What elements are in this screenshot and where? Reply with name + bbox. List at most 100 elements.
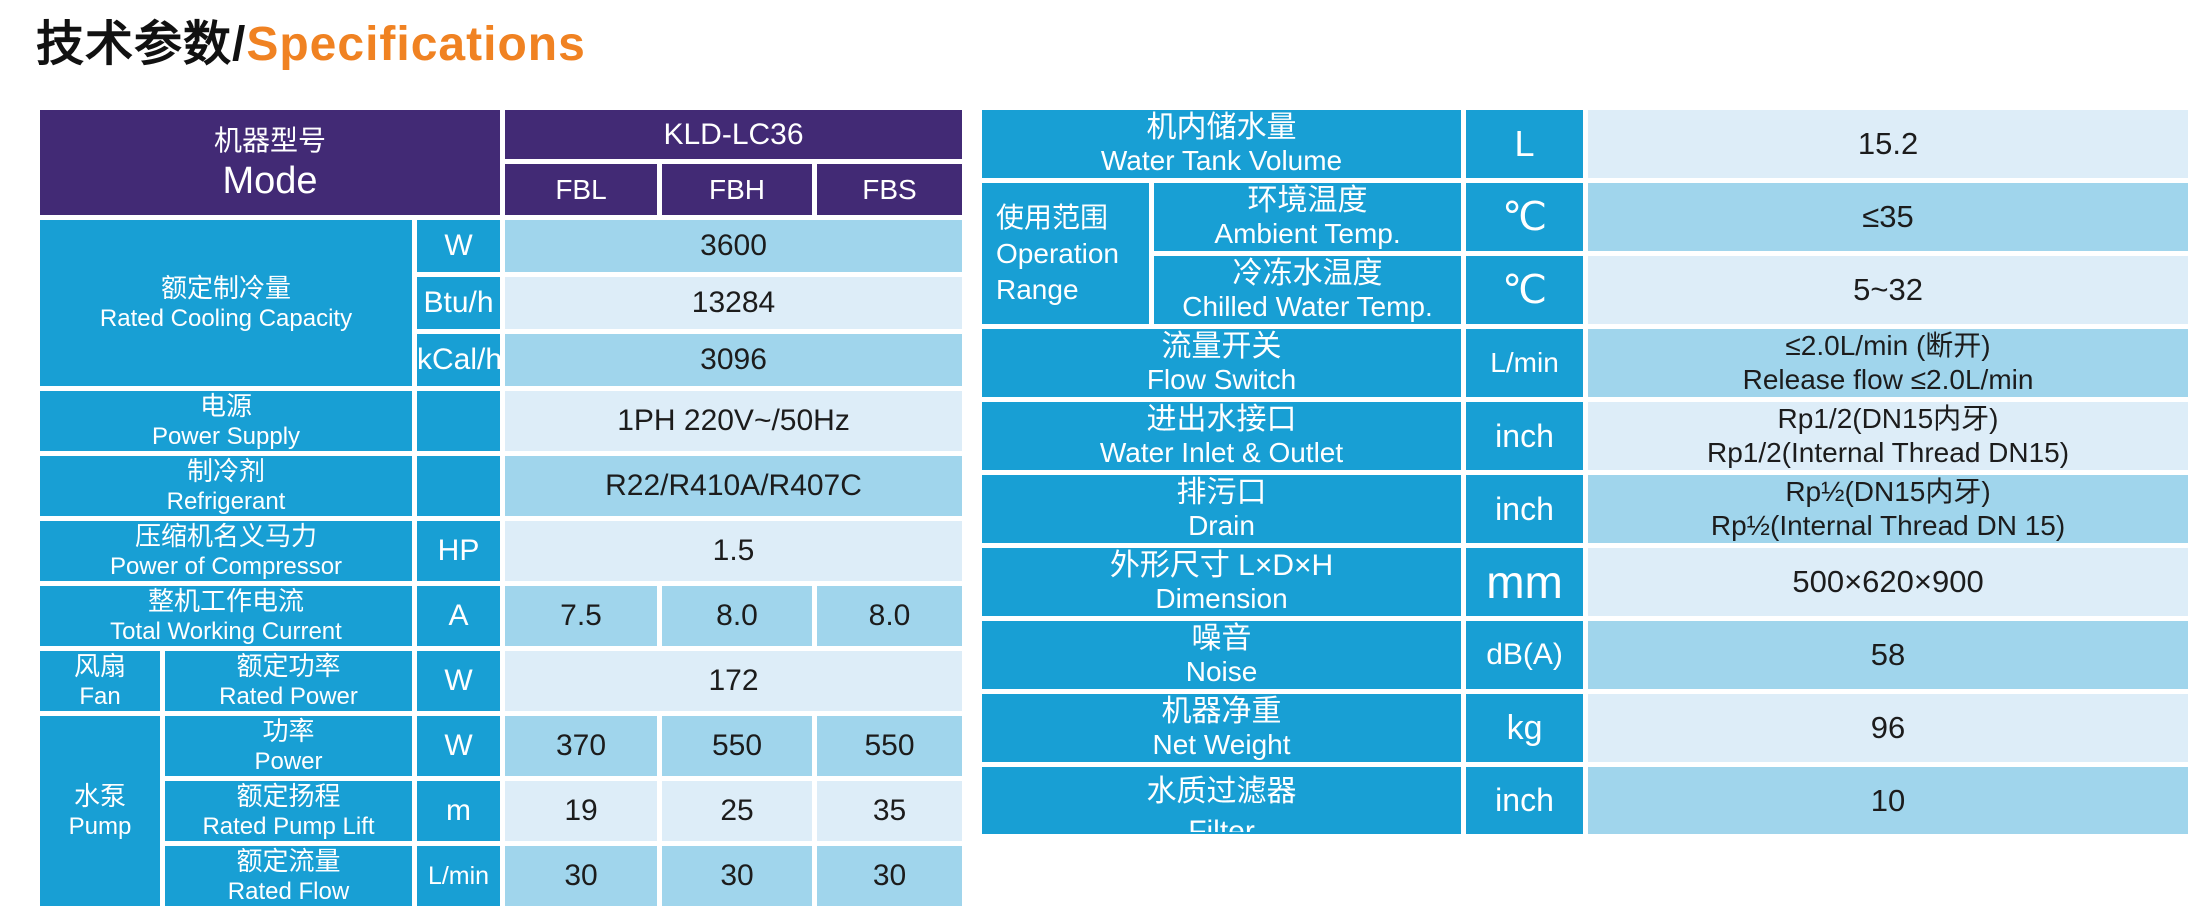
label-zh: 风扇 <box>73 651 126 682</box>
label-en: Chilled Water Temp. <box>1182 291 1433 322</box>
label-zh: 流量开关 <box>1161 330 1282 364</box>
table-row: 整机工作电流 Total Working Current A 7.5 8.0 8… <box>35 581 968 651</box>
label-zh: 水泵 <box>73 781 126 811</box>
unit-cell: Btu/h <box>411 272 506 334</box>
table-row: 制冷剂 Refrigerant R22/R410A/R407C <box>35 451 968 521</box>
unit-cell: kg <box>1461 689 1589 767</box>
title-english: Specifications <box>246 18 586 71</box>
unit-cell: L <box>1461 105 1589 183</box>
unit-cell: W <box>411 711 506 781</box>
spec-tables-container: 机器型号 Mode KLD-LC36 FBL FBH FBS 额定制冷量 Rat… <box>34 105 2194 911</box>
row-label-power-supply: 电源 Power Supply <box>35 386 417 456</box>
value-cell: Rp1/2(DN15内牙) Rp1/2(Internal Thread DN15… <box>1583 397 2194 475</box>
label-zh: 整机工作电流 <box>147 586 304 617</box>
table-row: 使用范围 Operation Range 环境温度 Ambient Temp. … <box>977 178 2194 329</box>
value-line-1: ≤2.0L/min (断开) <box>1785 330 1991 362</box>
label-en: Range <box>996 273 1079 305</box>
table-row: 机内储水量 Water Tank Volume L 15.2 <box>977 105 2194 183</box>
value-line-2: Release flow ≤2.0L/min <box>1742 364 2034 395</box>
label-zh: 额定制冷量 <box>160 273 291 303</box>
unit-cell: W <box>411 646 506 716</box>
unit-cell: ℃ <box>1461 251 1589 329</box>
table-row: 水泵 Pump 功率 Power W 370 550 550 <box>35 711 968 911</box>
label-zh: 额定流量 <box>236 846 341 877</box>
label-en: Rated Pump Lift <box>202 813 375 840</box>
variant-header-fbl: FBL <box>500 159 663 220</box>
value-cell: ≤35 <box>1583 178 2194 256</box>
unit-cell: L/min <box>411 841 506 911</box>
value-cell-fbh: 550 <box>657 711 818 781</box>
model-label-en: Mode <box>222 159 318 202</box>
label-zh: 压缩机名义马力 <box>134 521 317 552</box>
value-line-1: Rp½(DN15内牙) <box>1785 476 1991 508</box>
label-zh: 电源 <box>199 391 252 422</box>
label-en: Fan <box>79 683 121 710</box>
title-chinese: 技术参数/ <box>36 18 247 71</box>
label-en: Power Supply <box>151 423 301 450</box>
row-label-filter: 水质过滤器 Filter <box>977 762 1467 839</box>
unit-cell: ℃ <box>1461 178 1589 256</box>
label-zh: 额定扬程 <box>236 781 341 812</box>
model-header-cell: 机器型号 Mode <box>34 105 506 220</box>
label-en: Pump <box>68 813 132 840</box>
value-cell: 1.5 <box>500 516 968 586</box>
variant-header-fbh: FBH <box>657 159 818 220</box>
label-zh: 外形尺寸 L×D×H <box>1109 549 1334 583</box>
label-en: Rated Cooling Capacity <box>99 305 353 332</box>
label-zh: 环境温度 <box>1247 184 1368 218</box>
unit-cell: kCal/h <box>411 329 506 391</box>
model-number-cell: KLD-LC36 <box>500 105 968 164</box>
value-cell-fbs: 550 <box>812 711 968 781</box>
value-cell-fbl: 370 <box>500 711 663 781</box>
row-label-cooling-capacity: 额定制冷量 Rated Cooling Capacity <box>35 215 417 391</box>
table-row: 水质过滤器 Filter inch 10 <box>977 762 2194 839</box>
row-label-refrigerant: 制冷剂 Refrigerant <box>35 451 417 521</box>
value-cell-fbs: 8.0 <box>812 581 968 651</box>
unit-cell: mm <box>1461 543 1589 621</box>
unit-cell <box>411 451 506 521</box>
table-row: 机器型号 Mode KLD-LC36 <box>34 105 968 220</box>
value-cell-fbl: 19 <box>500 776 663 846</box>
right-spec-table: 机内储水量 Water Tank Volume L 15.2 使用范围 Oper… <box>977 105 2194 839</box>
row-label-pump-lift: 额定扬程 Rated Pump Lift <box>160 776 417 846</box>
value-line-2: Rp1/2(Internal Thread DN15) <box>1706 437 2070 468</box>
label-en: Net Weight <box>1152 729 1291 760</box>
label-zh: 机器净重 <box>1161 695 1282 729</box>
row-label-ambient-temp: 环境温度 Ambient Temp. <box>1149 178 1467 256</box>
group-label-operation-range: 使用范围 Operation Range <box>977 178 1155 329</box>
value-cell-fbh: 8.0 <box>657 581 818 651</box>
unit-cell: inch <box>1461 397 1589 475</box>
label-en: Dimension <box>1155 583 1288 614</box>
value-cell-fbs: 30 <box>812 841 968 911</box>
table-row: 冷冻水温度 Chilled Water Temp. ℃ 5~32 <box>980 251 2194 329</box>
table-row: 压缩机名义马力 Power of Compressor HP 1.5 <box>35 516 968 586</box>
table-row: 进出水接口 Water Inlet & Outlet inch Rp1/2(DN… <box>977 397 2194 475</box>
row-label-water-tank-volume: 机内储水量 Water Tank Volume <box>977 105 1467 183</box>
table-row: 噪音 Noise dB(A) 58 <box>977 616 2194 694</box>
unit-cell: m <box>411 776 506 846</box>
label-zh: 冷冻水温度 <box>1232 257 1383 291</box>
group-label-pump: 水泵 Pump <box>35 711 165 911</box>
table-row: 电源 Power Supply 1PH 220V~/50Hz <box>35 386 968 456</box>
row-label-working-current: 整机工作电流 Total Working Current <box>35 581 417 651</box>
label-en: Water Tank Volume <box>1100 145 1343 176</box>
table-row: 排污口 Drain inch Rp½(DN15内牙) Rp½(Internal … <box>977 470 2194 548</box>
page-title: 技术参数/Specifications <box>36 4 586 74</box>
table-row: 风扇 Fan 额定功率 Rated Power W 172 <box>35 646 968 716</box>
unit-cell: dB(A) <box>1461 616 1589 694</box>
value-cell-fbl: 7.5 <box>500 581 663 651</box>
value-cell: Rp½(DN15内牙) Rp½(Internal Thread DN 15) <box>1583 470 2194 548</box>
label-en: Rated Flow <box>227 878 350 905</box>
group-label-fan: 风扇 Fan <box>35 646 165 716</box>
unit-cell <box>411 386 506 456</box>
row-label-water-inlet-outlet: 进出水接口 Water Inlet & Outlet <box>977 397 1467 475</box>
row-label-net-weight: 机器净重 Net Weight <box>977 689 1467 767</box>
value-cell-fbl: 30 <box>500 841 663 911</box>
unit-cell: W <box>411 215 506 277</box>
row-label-drain: 排污口 Drain <box>977 470 1467 548</box>
value-cell: R22/R410A/R407C <box>500 451 968 521</box>
value-cell-fbs: 35 <box>812 776 968 846</box>
row-label-chilled-water-temp: 冷冻水温度 Chilled Water Temp. <box>1149 251 1467 329</box>
row-label-noise: 噪音 Noise <box>977 616 1467 694</box>
table-row: kCal/h 3096 <box>38 329 968 391</box>
